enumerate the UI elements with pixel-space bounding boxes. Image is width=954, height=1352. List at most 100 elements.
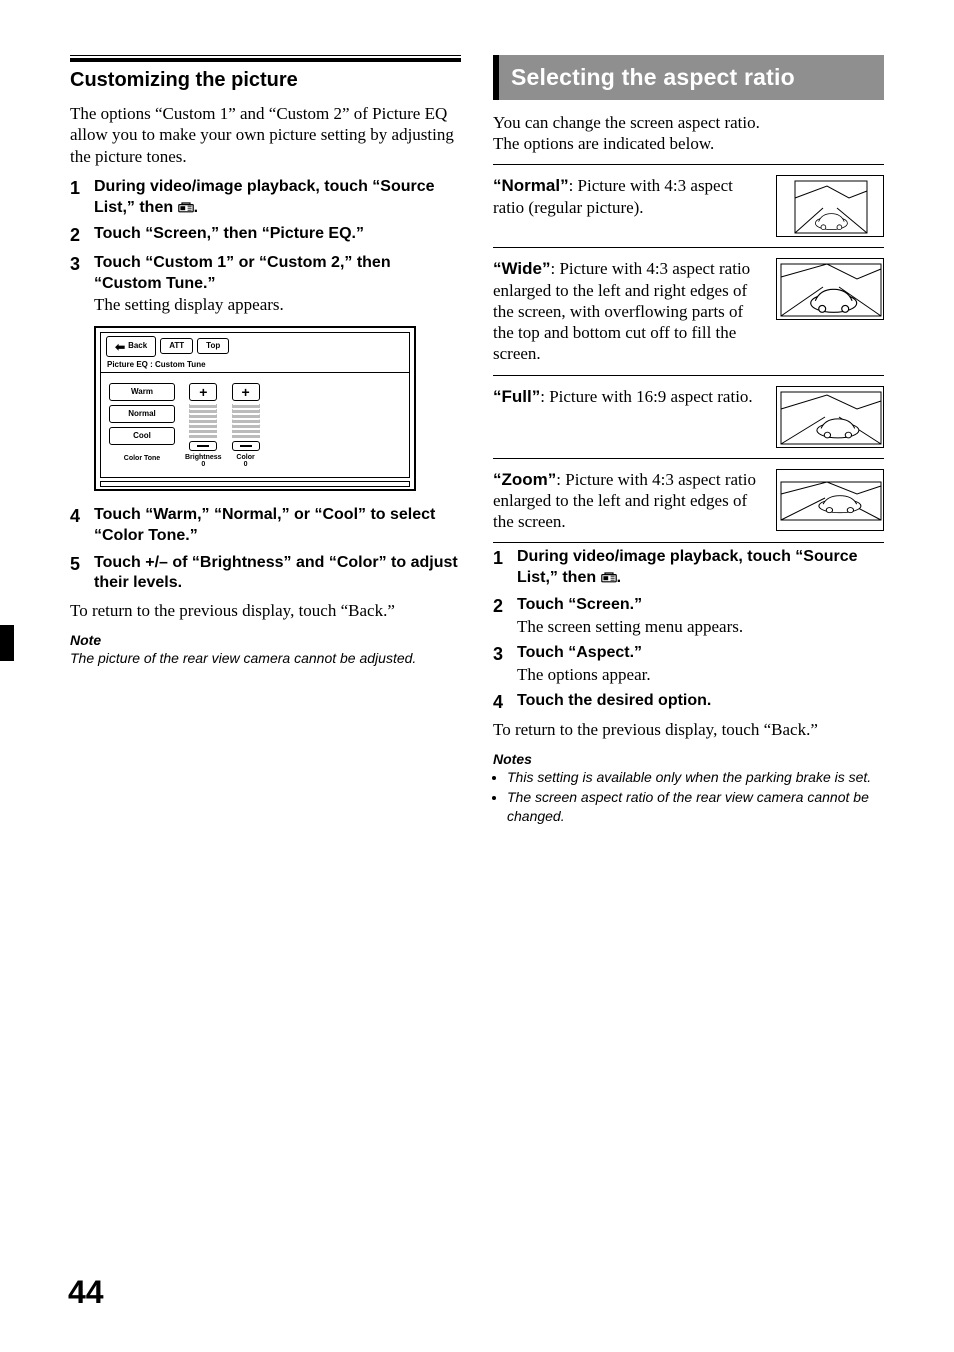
aspect-label: “Zoom”: [493, 470, 556, 489]
step: 3 Touch “Custom 1” or “Custom 2,” then “…: [70, 253, 461, 316]
edge-tab: [0, 625, 14, 661]
picture-eq-screen: ➡Back ATT Top Picture EQ : Custom Tune W…: [94, 326, 461, 491]
step: 4 Touch the desired option.: [493, 691, 884, 714]
page-number: 44: [68, 1272, 104, 1312]
minus-button[interactable]: [232, 441, 260, 451]
step-text: Touch “Aspect.”: [517, 643, 884, 664]
settings-icon: [178, 201, 194, 213]
screen-outer: ➡Back ATT Top Picture EQ : Custom Tune W…: [94, 326, 416, 491]
aspect-label: “Wide”: [493, 259, 550, 278]
sl-val: 0: [201, 461, 205, 468]
page-content: Customizing the picture The options “Cus…: [0, 0, 954, 827]
step-text-b: .: [617, 569, 621, 586]
step-text: During video/image playback, touch “Sour…: [94, 177, 461, 219]
plus-button[interactable]: +: [189, 383, 217, 401]
step-text: Touch “Screen,” then “Picture EQ.”: [94, 224, 461, 247]
slider-label: Color0: [236, 454, 254, 469]
screen-topbar: ➡Back ATT Top: [101, 333, 409, 360]
separator: [493, 164, 884, 165]
step-num: 4: [70, 505, 94, 547]
separator: [493, 247, 884, 248]
step: 4 Touch “Warm,” “Normal,” or “Cool” to s…: [70, 505, 461, 547]
aspect-text: “Full”: Picture with 16:9 aspect ratio.: [493, 386, 762, 448]
step-text: Touch the desired option.: [517, 691, 884, 714]
aspect-label: “Full”: [493, 387, 540, 406]
car-scene-icon: [777, 176, 884, 237]
note-heading: Note: [70, 632, 461, 650]
rule-thick: [70, 58, 461, 62]
aspect-text: “Zoom”: Picture with 4:3 aspect ratio en…: [493, 469, 762, 533]
left-steps-a: 1 During video/image playback, touch “So…: [70, 177, 461, 316]
step: 3 Touch “Aspect.” The options appear.: [493, 643, 884, 685]
right-return: To return to the previous display, touch…: [493, 719, 884, 740]
step-text: Touch “Warm,” “Normal,” or “Cool” to sel…: [94, 505, 461, 547]
att-label: ATT: [169, 341, 184, 351]
aspect-thumb-normal: [776, 175, 884, 237]
step-text-a: During video/image playback, touch “Sour…: [94, 178, 435, 216]
step-plain: The screen setting menu appears.: [517, 616, 884, 637]
aspect-thumb-wide: [776, 258, 884, 320]
tone-normal[interactable]: Normal: [109, 405, 175, 423]
car-scene-icon: [777, 259, 884, 320]
aspect-thumb-zoom: [776, 469, 884, 531]
sl-name: Color: [236, 454, 254, 461]
back-button[interactable]: ➡Back: [106, 336, 156, 357]
step-text-b: .: [194, 199, 198, 216]
car-scene-icon: [777, 387, 884, 448]
left-return: To return to the previous display, touch…: [70, 600, 461, 621]
step-body: Touch “Custom 1” or “Custom 2,” then “Cu…: [94, 253, 461, 316]
slider-bar: [189, 404, 217, 438]
step-text-a: During video/image playback, touch “Sour…: [517, 548, 858, 586]
separator: [493, 375, 884, 376]
step-body: Touch “Screen.” The screen setting menu …: [517, 595, 884, 637]
step-text: Touch “Screen.”: [517, 595, 884, 616]
tone-options: Warm Normal Cool Color Tone: [109, 383, 175, 469]
step: 1 During video/image playback, touch “So…: [493, 547, 884, 589]
tone-cool[interactable]: Cool: [109, 427, 175, 445]
car-scene-icon: [777, 470, 884, 531]
aspect-desc: : Picture with 16:9 aspect ratio.: [540, 387, 752, 406]
separator: [493, 542, 884, 543]
step-num: 2: [493, 595, 517, 637]
screen-title: Picture EQ : Custom Tune: [101, 360, 409, 373]
step-num: 1: [70, 177, 94, 219]
slider-bar: [232, 404, 260, 438]
intro-l2: The options are indicated below.: [493, 134, 714, 153]
left-intro: The options “Custom 1” and “Custom 2” of…: [70, 103, 461, 167]
minus-button[interactable]: [189, 441, 217, 451]
aspect-row-wide: “Wide”: Picture with 4:3 aspect ratio en…: [493, 258, 884, 364]
right-column: Selecting the aspect ratio You can chang…: [493, 55, 884, 827]
sl-name: Brightness: [185, 454, 222, 461]
back-label: Back: [128, 341, 147, 351]
right-intro: You can change the screen aspect ratio. …: [493, 112, 884, 155]
step-num: 4: [493, 691, 517, 714]
rule-thin: [70, 55, 461, 56]
step-num: 3: [70, 253, 94, 316]
tone-warm[interactable]: Warm: [109, 383, 175, 401]
brightness-slider: + Brightness0: [185, 383, 222, 469]
aspect-thumb-full: [776, 386, 884, 448]
step-text: During video/image playback, touch “Sour…: [517, 547, 884, 589]
screen-inner: ➡Back ATT Top Picture EQ : Custom Tune W…: [100, 332, 410, 478]
separator: [493, 458, 884, 459]
note-body: The picture of the rear view camera cann…: [70, 649, 461, 667]
top-button[interactable]: Top: [197, 338, 229, 354]
step-text: Touch +/– of “Brightness” and “Color” to…: [94, 553, 461, 595]
screen-body: Warm Normal Cool Color Tone + Brightness…: [101, 373, 409, 477]
step-num: 3: [493, 643, 517, 685]
top-label: Top: [206, 341, 220, 351]
aspect-label: “Normal”: [493, 176, 569, 195]
step-body: Touch “Aspect.” The options appear.: [517, 643, 884, 685]
sliders: + Brightness0 + Color0: [185, 383, 260, 469]
step: 2 Touch “Screen,” then “Picture EQ.”: [70, 224, 461, 247]
color-slider: + Color0: [232, 383, 260, 469]
left-steps-b: 4 Touch “Warm,” “Normal,” or “Cool” to s…: [70, 505, 461, 594]
screen-strip: [100, 481, 410, 487]
aspect-text: “Normal”: Picture with 4:3 aspect ratio …: [493, 175, 762, 237]
note-item: The screen aspect ratio of the rear view…: [507, 788, 884, 824]
aspect-row-full: “Full”: Picture with 16:9 aspect ratio.: [493, 386, 884, 448]
section-banner: Selecting the aspect ratio: [493, 55, 884, 100]
notes-heading: Notes: [493, 751, 884, 769]
plus-button[interactable]: +: [232, 383, 260, 401]
att-button[interactable]: ATT: [160, 338, 193, 354]
